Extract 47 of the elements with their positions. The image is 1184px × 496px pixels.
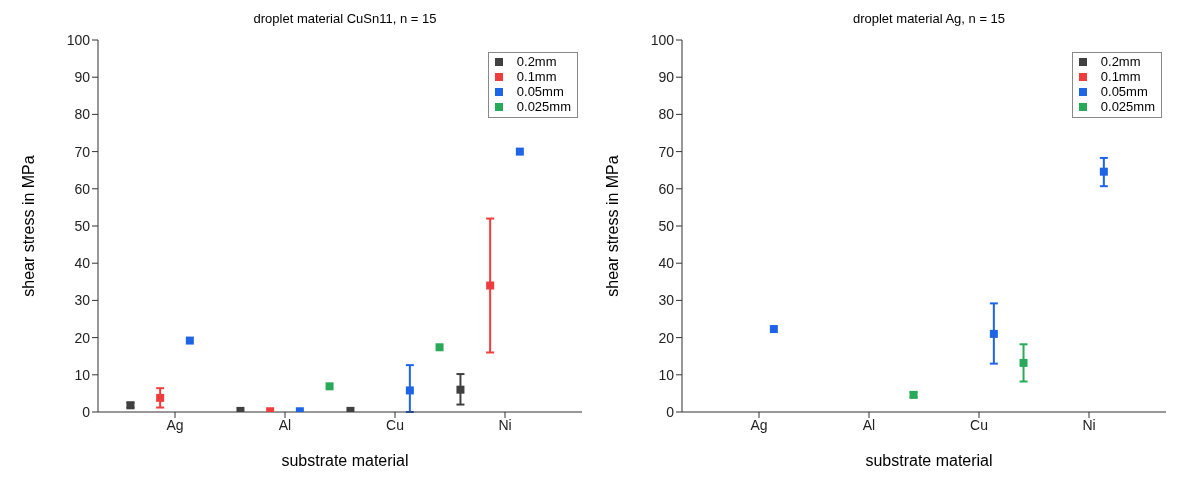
chart-title: droplet material Ag, n = 15 (851, 10, 1007, 28)
x-tick-label: Ni (498, 416, 512, 433)
chart-title: droplet material CuSn11, n = 15 (252, 10, 438, 28)
y-tick-label: 10 (74, 366, 91, 383)
legend-label: 0.05mm (1099, 83, 1149, 100)
x-tick-label: Ag (750, 416, 768, 433)
legend-label: 0.025mm (515, 98, 571, 115)
point (989, 329, 998, 338)
y-tick-label: 30 (74, 292, 91, 309)
y-tick-label: 90 (658, 69, 675, 86)
legend-label: 0.2mm (1099, 54, 1142, 70)
y-tick-label: 20 (658, 329, 675, 346)
legend-label: 0.05mm (515, 83, 565, 100)
y-tick-label: 60 (658, 180, 675, 197)
y-tick-label: 20 (74, 329, 91, 346)
legend-label: 0.2mm (515, 54, 558, 70)
x-tick-label: Ni (1082, 416, 1096, 433)
y-axis-title: shear stress in MPa (603, 155, 621, 297)
y-tick-label: 70 (74, 143, 91, 160)
x-tick-label: Al (862, 416, 876, 433)
y-tick-label: 40 (74, 255, 91, 272)
y-tick-label: 90 (74, 69, 91, 86)
point (1099, 167, 1108, 176)
y-tick-label: 50 (74, 217, 91, 234)
y-tick-label: 60 (74, 180, 91, 197)
legend-label: 0.1mm (515, 68, 558, 85)
x-tick-label: Cu (970, 416, 988, 433)
y-tick-label: 100 (66, 31, 91, 48)
point (769, 325, 778, 334)
x-tick-label: Ag (166, 416, 184, 433)
y-tick-label: 30 (658, 292, 675, 309)
x-axis-title: substrate material (280, 452, 410, 470)
y-tick-label: 0 (666, 403, 675, 420)
x-tick-label: Cu (386, 416, 404, 433)
y-tick-label: 80 (658, 106, 675, 123)
y-tick-label: 100 (650, 31, 675, 48)
y-tick-label: 10 (658, 366, 675, 383)
legend-label: 0.025mm (1099, 98, 1155, 115)
y-tick-label: 50 (658, 217, 675, 234)
y-tick-label: 70 (658, 143, 675, 160)
y-axis-title: shear stress in MPa (19, 155, 37, 297)
x-tick-label: Al (278, 416, 292, 433)
y-tick-label: 40 (658, 255, 675, 272)
legend-label: 0.1mm (1099, 68, 1142, 85)
x-axis-title: substrate material (864, 452, 994, 470)
y-tick-label: 80 (74, 106, 91, 123)
y-tick-label: 0 (82, 403, 91, 420)
